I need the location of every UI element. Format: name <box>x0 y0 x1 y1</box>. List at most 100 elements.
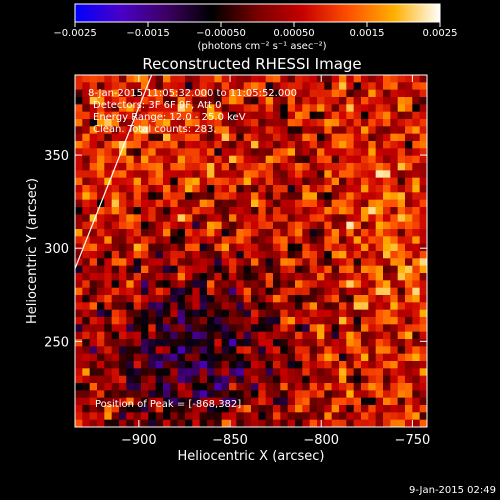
heatmap-cell <box>170 302 178 310</box>
heatmap-cell <box>251 258 259 266</box>
heatmap-cell <box>251 75 259 83</box>
heatmap-cell <box>419 375 428 384</box>
heatmap-cell <box>89 221 98 230</box>
heatmap-cell <box>229 251 237 259</box>
heatmap-cell <box>273 339 281 347</box>
heatmap-cell <box>185 214 193 222</box>
heatmap-cell <box>412 258 420 266</box>
heatmap-cell <box>317 397 325 406</box>
annotations: 8-Jan-2015 11:05:32.000 to 11:05:52.000 … <box>88 88 297 410</box>
heatmap-cell <box>361 302 369 310</box>
heatmap-cell <box>207 243 215 252</box>
heatmap-cell <box>170 353 178 362</box>
heatmap-cell <box>243 221 252 230</box>
heatmap-cell <box>170 346 178 354</box>
heatmap-cell <box>412 214 420 222</box>
heatmap-cell <box>133 119 142 127</box>
heatmap-cell <box>361 251 369 259</box>
heatmap-cell <box>339 295 347 303</box>
heatmap-cell <box>89 317 98 325</box>
heatmap-cell <box>192 265 200 274</box>
heatmap-cell <box>126 141 134 149</box>
heatmap-cell <box>148 133 156 142</box>
heatmap-cell <box>375 405 384 413</box>
heatmap-cell <box>353 126 362 134</box>
heatmap-cell <box>251 119 259 127</box>
heatmap-cell <box>97 89 105 98</box>
heatmap-cell <box>412 397 420 406</box>
heatmap-cell <box>324 302 332 310</box>
heatmap-cell <box>361 185 369 193</box>
heatmap-cell <box>97 405 105 413</box>
heatmap-cell <box>251 243 259 252</box>
heatmap-cell <box>251 397 259 406</box>
heatmap-cell <box>126 214 134 222</box>
heatmap-cell <box>405 236 413 244</box>
heatmap-cell <box>133 280 142 288</box>
heatmap-cell <box>383 177 391 186</box>
heatmap-cell <box>295 361 303 369</box>
heatmap-cell <box>302 75 310 83</box>
heatmap-cell <box>82 126 90 134</box>
heatmap-cell <box>258 324 266 332</box>
heatmap-cell <box>207 221 215 230</box>
heatmap-cell <box>163 97 171 105</box>
heatmap-cell <box>317 155 325 164</box>
heatmap-cell <box>346 346 354 354</box>
heatmap-cell <box>177 75 186 83</box>
heatmap-cell <box>287 280 296 288</box>
heatmap-cell <box>412 375 420 384</box>
heatmap-cell <box>302 324 310 332</box>
heatmap-cell <box>97 361 105 369</box>
heatmap-cell <box>141 368 149 376</box>
heatmap-cell <box>331 111 340 120</box>
heatmap-cell <box>163 412 171 420</box>
heatmap-cell <box>155 104 164 112</box>
heatmap-cell <box>89 133 98 142</box>
heatmap-cell <box>331 258 340 266</box>
heatmap-cell <box>324 331 332 340</box>
heatmap-cell <box>111 229 120 237</box>
heatmap-cell <box>346 251 354 259</box>
heatmap-cell <box>214 155 222 164</box>
heatmap-cell <box>133 199 142 208</box>
heatmap-cell <box>390 346 398 354</box>
heatmap-cell <box>236 133 244 142</box>
heatmap-cell <box>280 287 288 296</box>
heatmap-cell <box>317 383 325 391</box>
heatmap-cell <box>82 111 90 120</box>
heatmap-cell <box>199 353 208 362</box>
heatmap-cell <box>155 258 164 266</box>
heatmap-cell <box>375 155 384 164</box>
heatmap-cell <box>119 339 127 347</box>
heatmap-cell <box>141 397 149 406</box>
heatmap-cell <box>353 339 362 347</box>
heatmap-cell <box>214 192 222 200</box>
heatmap-cell <box>309 170 318 178</box>
heatmap-cell <box>170 265 178 274</box>
heatmap-cell <box>236 163 244 171</box>
heatmap-cell <box>295 331 303 340</box>
heatmap-cell <box>375 251 384 259</box>
heatmap-cell <box>419 390 428 398</box>
heatmap-cell <box>126 295 134 303</box>
heatmap-cell <box>258 368 266 376</box>
heatmap-cell <box>280 133 288 142</box>
heatmap-cell <box>302 258 310 266</box>
heatmap-cell <box>412 295 420 303</box>
heatmap-cell <box>397 273 406 281</box>
heatmap-cell <box>207 295 215 303</box>
heatmap-cell <box>302 346 310 354</box>
heatmap-cell <box>97 229 105 237</box>
heatmap-cell <box>236 353 244 362</box>
heatmap-cell <box>221 119 230 127</box>
heatmap-cell <box>89 111 98 120</box>
heatmap-cell <box>185 82 193 90</box>
heatmap-cell <box>207 170 215 178</box>
heatmap-cell <box>119 390 127 398</box>
heatmap-cell <box>251 331 259 340</box>
heatmap-cell <box>163 75 171 83</box>
heatmap-cell <box>75 111 83 120</box>
heatmap-cell <box>111 280 120 288</box>
heatmap-cell <box>353 412 362 420</box>
